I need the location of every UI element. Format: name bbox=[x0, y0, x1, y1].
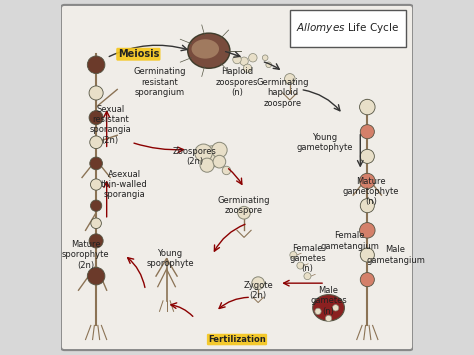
Text: Male
gametes
(n): Male gametes (n) bbox=[310, 286, 347, 316]
Circle shape bbox=[202, 146, 223, 167]
FancyBboxPatch shape bbox=[61, 5, 413, 350]
Text: Female
gametangium: Female gametangium bbox=[320, 231, 379, 251]
Text: Meiosis: Meiosis bbox=[118, 49, 159, 59]
Text: Male
gametangium: Male gametangium bbox=[366, 245, 425, 265]
Circle shape bbox=[315, 308, 321, 315]
Text: Mature
sporophyte
(2n): Mature sporophyte (2n) bbox=[62, 240, 109, 270]
Text: Asexual
thin-walled
sporangia: Asexual thin-walled sporangia bbox=[101, 170, 148, 200]
Circle shape bbox=[360, 173, 375, 189]
Text: Zygote
(2n): Zygote (2n) bbox=[243, 280, 273, 300]
Circle shape bbox=[195, 144, 212, 162]
Text: Young
gametophyte: Young gametophyte bbox=[297, 132, 353, 152]
Circle shape bbox=[266, 62, 272, 67]
Text: Sexual
resistant
sporangia
(2n): Sexual resistant sporangia (2n) bbox=[89, 105, 131, 145]
Ellipse shape bbox=[313, 295, 345, 321]
Text: Germinating
zoospore: Germinating zoospore bbox=[218, 196, 270, 215]
FancyBboxPatch shape bbox=[290, 10, 406, 47]
Circle shape bbox=[360, 199, 374, 213]
Circle shape bbox=[290, 251, 297, 258]
Ellipse shape bbox=[188, 33, 230, 68]
Circle shape bbox=[284, 73, 295, 84]
Text: Mature
gametophyte
(n): Mature gametophyte (n) bbox=[343, 177, 399, 207]
Circle shape bbox=[243, 64, 252, 72]
Circle shape bbox=[90, 157, 102, 170]
Circle shape bbox=[360, 125, 374, 139]
Circle shape bbox=[252, 277, 264, 290]
Circle shape bbox=[297, 262, 304, 269]
Circle shape bbox=[360, 248, 374, 262]
Text: Young
sporophyte: Young sporophyte bbox=[146, 249, 194, 268]
Circle shape bbox=[91, 179, 102, 190]
Text: Female
gametes
(n): Female gametes (n) bbox=[289, 244, 326, 273]
Circle shape bbox=[360, 149, 374, 163]
Text: Fertilization: Fertilization bbox=[208, 335, 266, 344]
Circle shape bbox=[304, 273, 311, 280]
Circle shape bbox=[240, 57, 248, 65]
Circle shape bbox=[89, 110, 103, 125]
Circle shape bbox=[360, 273, 374, 287]
Circle shape bbox=[233, 55, 241, 64]
Ellipse shape bbox=[191, 39, 219, 59]
Circle shape bbox=[249, 54, 257, 62]
Circle shape bbox=[91, 200, 102, 211]
Circle shape bbox=[211, 142, 227, 158]
Circle shape bbox=[237, 206, 250, 219]
Text: Germinating
resistant
sporangium: Germinating resistant sporangium bbox=[133, 67, 186, 97]
Circle shape bbox=[263, 55, 268, 61]
Circle shape bbox=[89, 86, 103, 100]
Text: Zoospores
(2n): Zoospores (2n) bbox=[173, 147, 217, 166]
Text: Germinating
haploid
zoospore: Germinating haploid zoospore bbox=[256, 78, 309, 108]
Circle shape bbox=[326, 315, 332, 322]
Text: $\it{Allomyes}$ Life Cycle: $\it{Allomyes}$ Life Cycle bbox=[296, 21, 400, 35]
Circle shape bbox=[213, 155, 226, 168]
Circle shape bbox=[90, 136, 102, 149]
Circle shape bbox=[87, 267, 105, 285]
Circle shape bbox=[91, 218, 101, 229]
Text: Haploid
zoospores
(n): Haploid zoospores (n) bbox=[216, 67, 258, 97]
Circle shape bbox=[222, 166, 231, 175]
Circle shape bbox=[332, 305, 339, 311]
Circle shape bbox=[200, 158, 214, 172]
Circle shape bbox=[360, 223, 375, 238]
Circle shape bbox=[87, 56, 105, 73]
Circle shape bbox=[89, 234, 103, 248]
Circle shape bbox=[360, 99, 375, 115]
